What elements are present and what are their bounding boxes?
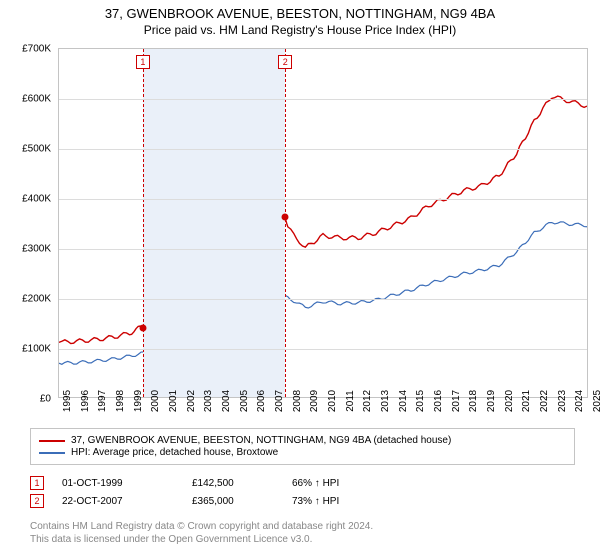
transaction-marker-1: 1 bbox=[30, 476, 44, 490]
legend-swatch-ppd bbox=[39, 440, 65, 442]
x-axis-label: 2002 bbox=[186, 390, 197, 412]
x-axis-label: 2018 bbox=[468, 390, 479, 412]
x-axis-label: 2007 bbox=[274, 390, 285, 412]
y-axis-label: £500K bbox=[1, 144, 51, 155]
x-axis-label: 1996 bbox=[80, 390, 91, 412]
transaction-marker-box: 1 bbox=[136, 55, 150, 69]
highlight-edge bbox=[143, 49, 144, 397]
legend-item-ppd: 37, GWENBROOK AVENUE, BEESTON, NOTTINGHA… bbox=[39, 435, 566, 446]
transaction-row-2: 2 22-OCT-2007 £365,000 73% ↑ HPI bbox=[30, 494, 372, 508]
chart-title-block: 37, GWENBROOK AVENUE, BEESTON, NOTTINGHA… bbox=[0, 0, 600, 37]
legend-label-ppd: 37, GWENBROOK AVENUE, BEESTON, NOTTINGHA… bbox=[71, 435, 451, 446]
x-axis-label: 2006 bbox=[256, 390, 267, 412]
y-axis-label: £300K bbox=[1, 244, 51, 255]
y-axis-label: £0 bbox=[1, 394, 51, 405]
y-axis-label: £400K bbox=[1, 194, 51, 205]
chart-title-main: 37, GWENBROOK AVENUE, BEESTON, NOTTINGHA… bbox=[0, 6, 600, 21]
gridline bbox=[59, 249, 587, 250]
transaction-date-2: 22-OCT-2007 bbox=[62, 496, 192, 507]
x-axis-label: 2017 bbox=[451, 390, 462, 412]
x-axis-label: 2015 bbox=[415, 390, 426, 412]
x-axis-label: 2001 bbox=[168, 390, 179, 412]
x-axis-label: 2016 bbox=[433, 390, 444, 412]
transaction-pct-2: 73% ↑ HPI bbox=[292, 496, 372, 507]
transaction-date-1: 01-OCT-1999 bbox=[62, 478, 192, 489]
transaction-row-1: 1 01-OCT-1999 £142,500 66% ↑ HPI bbox=[30, 476, 372, 490]
series-line-hpi bbox=[59, 222, 587, 364]
series-line-ppd bbox=[59, 96, 587, 343]
gridline bbox=[59, 299, 587, 300]
transaction-dot bbox=[282, 213, 289, 220]
x-axis-label: 2010 bbox=[327, 390, 338, 412]
x-axis-label: 2024 bbox=[574, 390, 585, 412]
y-axis-label: £100K bbox=[1, 344, 51, 355]
transaction-table: 1 01-OCT-1999 £142,500 66% ↑ HPI 2 22-OC… bbox=[30, 472, 372, 512]
transaction-price-1: £142,500 bbox=[192, 478, 292, 489]
x-axis-label: 2019 bbox=[486, 390, 497, 412]
x-axis-label: 1999 bbox=[133, 390, 144, 412]
x-axis-label: 2012 bbox=[362, 390, 373, 412]
y-axis-label: £200K bbox=[1, 294, 51, 305]
x-axis-label: 2022 bbox=[539, 390, 550, 412]
x-axis-label: 2013 bbox=[380, 390, 391, 412]
x-axis-label: 2020 bbox=[504, 390, 515, 412]
x-axis-label: 2003 bbox=[203, 390, 214, 412]
y-axis-label: £600K bbox=[1, 94, 51, 105]
transaction-dot bbox=[139, 324, 146, 331]
x-axis-label: 1995 bbox=[62, 390, 73, 412]
legend-label-hpi: HPI: Average price, detached house, Brox… bbox=[71, 447, 278, 458]
x-axis-label: 1997 bbox=[97, 390, 108, 412]
gridline bbox=[59, 199, 587, 200]
gridline bbox=[59, 99, 587, 100]
x-axis-label: 2021 bbox=[521, 390, 532, 412]
legend-item-hpi: HPI: Average price, detached house, Brox… bbox=[39, 447, 566, 458]
gridline bbox=[59, 149, 587, 150]
chart-title-sub: Price paid vs. HM Land Registry's House … bbox=[0, 23, 600, 37]
x-axis-label: 2011 bbox=[345, 390, 356, 412]
x-axis-label: 1998 bbox=[115, 390, 126, 412]
footnote-line-1: Contains HM Land Registry data © Crown c… bbox=[30, 520, 373, 533]
x-axis-label: 2014 bbox=[398, 390, 409, 412]
highlight-edge bbox=[285, 49, 286, 397]
x-axis-label: 2025 bbox=[592, 390, 600, 412]
transaction-marker-box: 2 bbox=[278, 55, 292, 69]
chart-line-layer bbox=[59, 49, 587, 397]
footnote-line-2: This data is licensed under the Open Gov… bbox=[30, 533, 373, 546]
chart-plot-area: £0£100K£200K£300K£400K£500K£600K£700K199… bbox=[58, 48, 588, 398]
footnote: Contains HM Land Registry data © Crown c… bbox=[30, 520, 373, 546]
transaction-marker-2: 2 bbox=[30, 494, 44, 508]
transaction-pct-1: 66% ↑ HPI bbox=[292, 478, 372, 489]
x-axis-label: 2000 bbox=[150, 390, 161, 412]
x-axis-label: 2004 bbox=[221, 390, 232, 412]
x-axis-label: 2023 bbox=[557, 390, 568, 412]
x-axis-label: 2008 bbox=[292, 390, 303, 412]
transaction-price-2: £365,000 bbox=[192, 496, 292, 507]
x-axis-label: 2009 bbox=[309, 390, 320, 412]
y-axis-label: £700K bbox=[1, 44, 51, 55]
x-axis-label: 2005 bbox=[239, 390, 250, 412]
legend-swatch-hpi bbox=[39, 452, 65, 454]
gridline bbox=[59, 349, 587, 350]
highlight-band bbox=[143, 49, 285, 397]
legend-box: 37, GWENBROOK AVENUE, BEESTON, NOTTINGHA… bbox=[30, 428, 575, 465]
